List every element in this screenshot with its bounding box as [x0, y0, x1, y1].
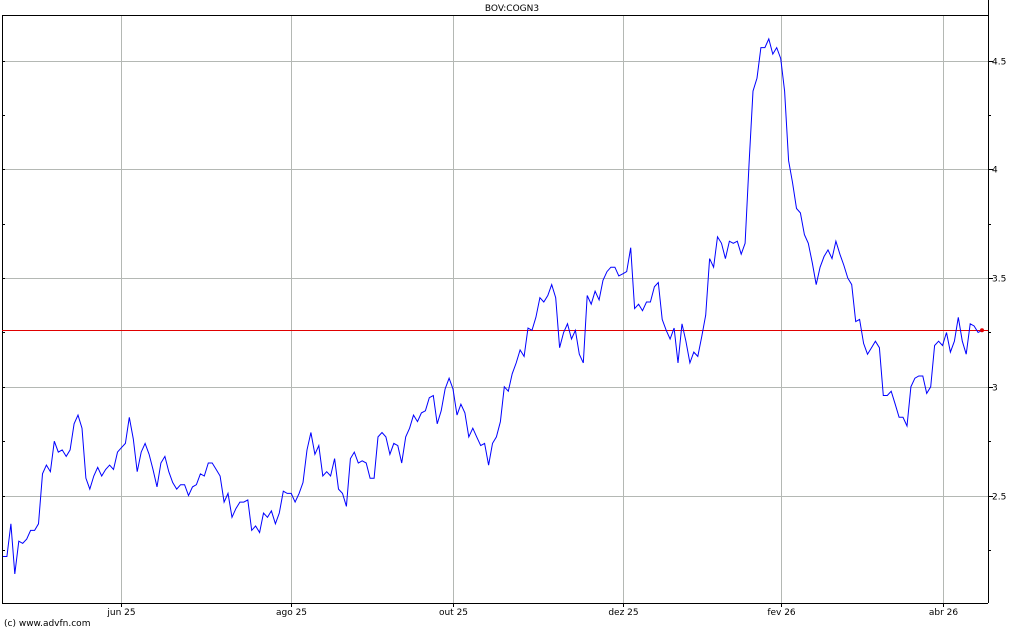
x-tick-label: jun 25: [106, 608, 135, 618]
y-tick-label: 2.5: [992, 493, 1006, 503]
x-tick-label: abr 26: [929, 608, 959, 618]
price-line: [3, 39, 982, 574]
copyright-text: (c) www.advfn.com: [4, 619, 90, 629]
y-tick-label: 3.5: [992, 275, 1006, 285]
series-layer: [2, 39, 988, 574]
last-point-marker: [980, 328, 984, 332]
grid-lines: [2, 15, 988, 603]
y-tick-label: 4: [992, 166, 998, 176]
x-tick-label: dez 25: [608, 608, 638, 618]
x-tick-label: out 25: [439, 608, 468, 618]
x-tick-label: fev 26: [767, 608, 796, 618]
y-tick-label: 3: [992, 384, 998, 394]
axes: 2.5 3 3.5 4 4.5 jun 25 ago 25 out 25 dez 25 fev 2…: [2, 0, 1006, 618]
chart-title: BOV:COGN3: [485, 4, 539, 14]
x-tick-label: ago 25: [276, 608, 307, 618]
y-tick-label: 4.5: [992, 58, 1006, 68]
